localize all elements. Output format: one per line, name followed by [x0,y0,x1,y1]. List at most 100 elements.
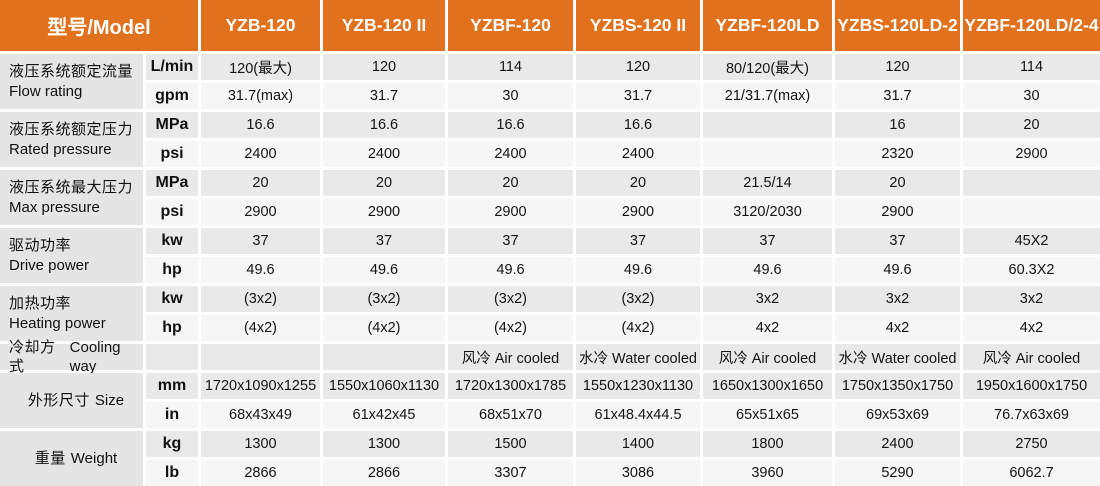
value-yzbf-120ld-2-4-psi [963,199,1100,225]
value-yzb-120-hp: (4x2) [201,315,320,341]
value-yzbf-120ld-2-4-kw: 45X2 [963,228,1100,254]
value-yzb-120-ii-psi: 2900 [323,199,445,225]
value-yzbf-120ld-l-min: 80/120(最大) [703,54,832,80]
value-yzbf-120-psi: 2400 [448,141,573,167]
row-label-weight: 重量 Weight [0,431,143,486]
value-yzbf-120ld-2-4-l-min: 114 [963,54,1100,80]
value-yzb-120-ii-hp: 49.6 [323,257,445,283]
value-yzbs-120ld-2-in: 69x53x69 [835,402,960,428]
value-yzbf-120ld-gpm: 21/31.7(max) [703,83,832,109]
value-yzbs-120ld-2-kw: 3x2 [835,286,960,312]
row-label-zh: 液压系统额定流量 [9,63,134,80]
value-yzbs-120ld-2-kw: 37 [835,228,960,254]
value-yzbs-120-ii-mm: 1550x1230x1130 [576,373,700,399]
row-label-en: Rated pressure [9,140,112,158]
value-yzb-120-psi: 2400 [201,141,320,167]
value-yzb-120-ii-mpa: 20 [323,170,445,196]
value-yzb-120-ii-in: 61x42x45 [323,402,445,428]
row-label-drive-power: 驱动功率 Drive power [0,228,143,283]
value-yzbf-120ld-2-4-kw: 3x2 [963,286,1100,312]
unit-hp: hp [146,315,198,341]
value-yzbf-120ld-hp: 4x2 [703,315,832,341]
model-header-yzbs-120-ii: YZBS-120 II [576,0,700,51]
value-yzbs-120ld-2-cooling-way: 水冷 Water cooled [835,344,960,370]
value-yzbf-120ld-lb: 3960 [703,460,832,486]
value-yzbs-120ld-2-psi: 2900 [835,199,960,225]
unit-l-min: L/min [146,54,198,80]
row-label-en: Drive power [9,256,90,274]
row-label-zh: 液压系统额定压力 [9,121,134,138]
row-label-zh: 冷却方式 [9,338,56,376]
value-yzbs-120-ii-mpa: 20 [576,170,700,196]
unit-mpa: MPa [146,170,198,196]
value-yzbf-120ld-kg: 1800 [703,431,832,457]
value-yzbf-120-mm: 1720x1300x1785 [448,373,573,399]
value-yzbf-120ld-2-4-hp: 4x2 [963,315,1100,341]
value-yzbf-120ld-kw: 37 [703,228,832,254]
row-label-zh: 液压系统最大压力 [9,179,134,196]
row-label-flow-rating: 液压系统额定流量 Flow rating [0,54,143,109]
value-yzbs-120-ii-psi: 2400 [576,141,700,167]
unit-psi: psi [146,141,198,167]
unit-kw: kw [146,228,198,254]
value-yzbs-120ld-2-hp: 4x2 [835,315,960,341]
value-yzb-120-ii-hp: (4x2) [323,315,445,341]
value-yzbf-120ld-hp: 49.6 [703,257,832,283]
value-yzbf-120ld-2-4-psi: 2900 [963,141,1100,167]
value-yzbf-120ld-2-4-mm: 1950x1600x1750 [963,373,1100,399]
row-label-size: 外形尺寸 Size [0,373,143,428]
value-yzbf-120-lb: 3307 [448,460,573,486]
value-yzb-120-hp: 49.6 [201,257,320,283]
value-yzbs-120-ii-kg: 1400 [576,431,700,457]
value-yzbf-120ld-cooling-way: 风冷 Air cooled [703,344,832,370]
value-yzbs-120-ii-mpa: 16.6 [576,112,700,138]
row-label-en: Size [94,391,125,409]
row-label-en: Weight [70,449,118,467]
row-label-zh: 驱动功率 [9,237,72,254]
row-label-rated-pressure: 液压系统额定压力 Rated pressure [0,112,143,167]
value-yzbs-120-ii-hp: 49.6 [576,257,700,283]
row-label-en: Max pressure [9,198,100,216]
value-yzbs-120ld-2-l-min: 120 [835,54,960,80]
value-yzbf-120ld-psi [703,141,832,167]
value-yzbs-120ld-2-gpm: 31.7 [835,83,960,109]
value-yzb-120-mpa: 20 [201,170,320,196]
value-yzbf-120ld-in: 65x51x65 [703,402,832,428]
value-yzbs-120-ii-kw: 37 [576,228,700,254]
value-yzbs-120-ii-l-min: 120 [576,54,700,80]
model-header-yzb-120: YZB-120 [201,0,320,51]
model-header-yzb-120-ii: YZB-120 II [323,0,445,51]
value-yzbf-120ld-2-4-mpa [963,170,1100,196]
value-yzb-120-kw: (3x2) [201,286,320,312]
value-yzb-120-gpm: 31.7(max) [201,83,320,109]
unit-kg: kg [146,431,198,457]
value-yzbf-120ld-2-4-cooling-way: 风冷 Air cooled [963,344,1100,370]
value-yzbf-120ld-kw: 3x2 [703,286,832,312]
value-yzb-120-ii-mpa: 16.6 [323,112,445,138]
unit-blank [146,344,198,370]
value-yzbf-120-kw: 37 [448,228,573,254]
unit-in: in [146,402,198,428]
value-yzb-120-ii-mm: 1550x1060x1130 [323,373,445,399]
model-header-yzbf-120: YZBF-120 [448,0,573,51]
value-yzbs-120ld-2-mpa: 16 [835,112,960,138]
value-yzbf-120ld-2-4-hp: 60.3X2 [963,257,1100,283]
value-yzb-120-ii-lb: 2866 [323,460,445,486]
model-header-yzbs-120ld-2: YZBS-120LD-2 [835,0,960,51]
value-yzb-120-kw: 37 [201,228,320,254]
value-yzbs-120-ii-gpm: 31.7 [576,83,700,109]
row-label-heating-power: 加热功率 Heating power [0,286,143,341]
value-yzb-120-in: 68x43x49 [201,402,320,428]
row-label-en: Heating power [9,314,106,332]
value-yzb-120-l-min: 120(最大) [201,54,320,80]
unit-mpa: MPa [146,112,198,138]
value-yzbs-120-ii-in: 61x48.4x44.5 [576,402,700,428]
value-yzb-120-ii-kg: 1300 [323,431,445,457]
unit-psi: psi [146,199,198,225]
value-yzbf-120ld-2-4-mpa: 20 [963,112,1100,138]
value-yzbf-120ld-2-4-in: 76.7x63x69 [963,402,1100,428]
unit-gpm: gpm [146,83,198,109]
value-yzbf-120ld-2-4-lb: 6062.7 [963,460,1100,486]
value-yzbf-120ld-mm: 1650x1300x1650 [703,373,832,399]
model-header-yzbf-120ld: YZBF-120LD [703,0,832,51]
